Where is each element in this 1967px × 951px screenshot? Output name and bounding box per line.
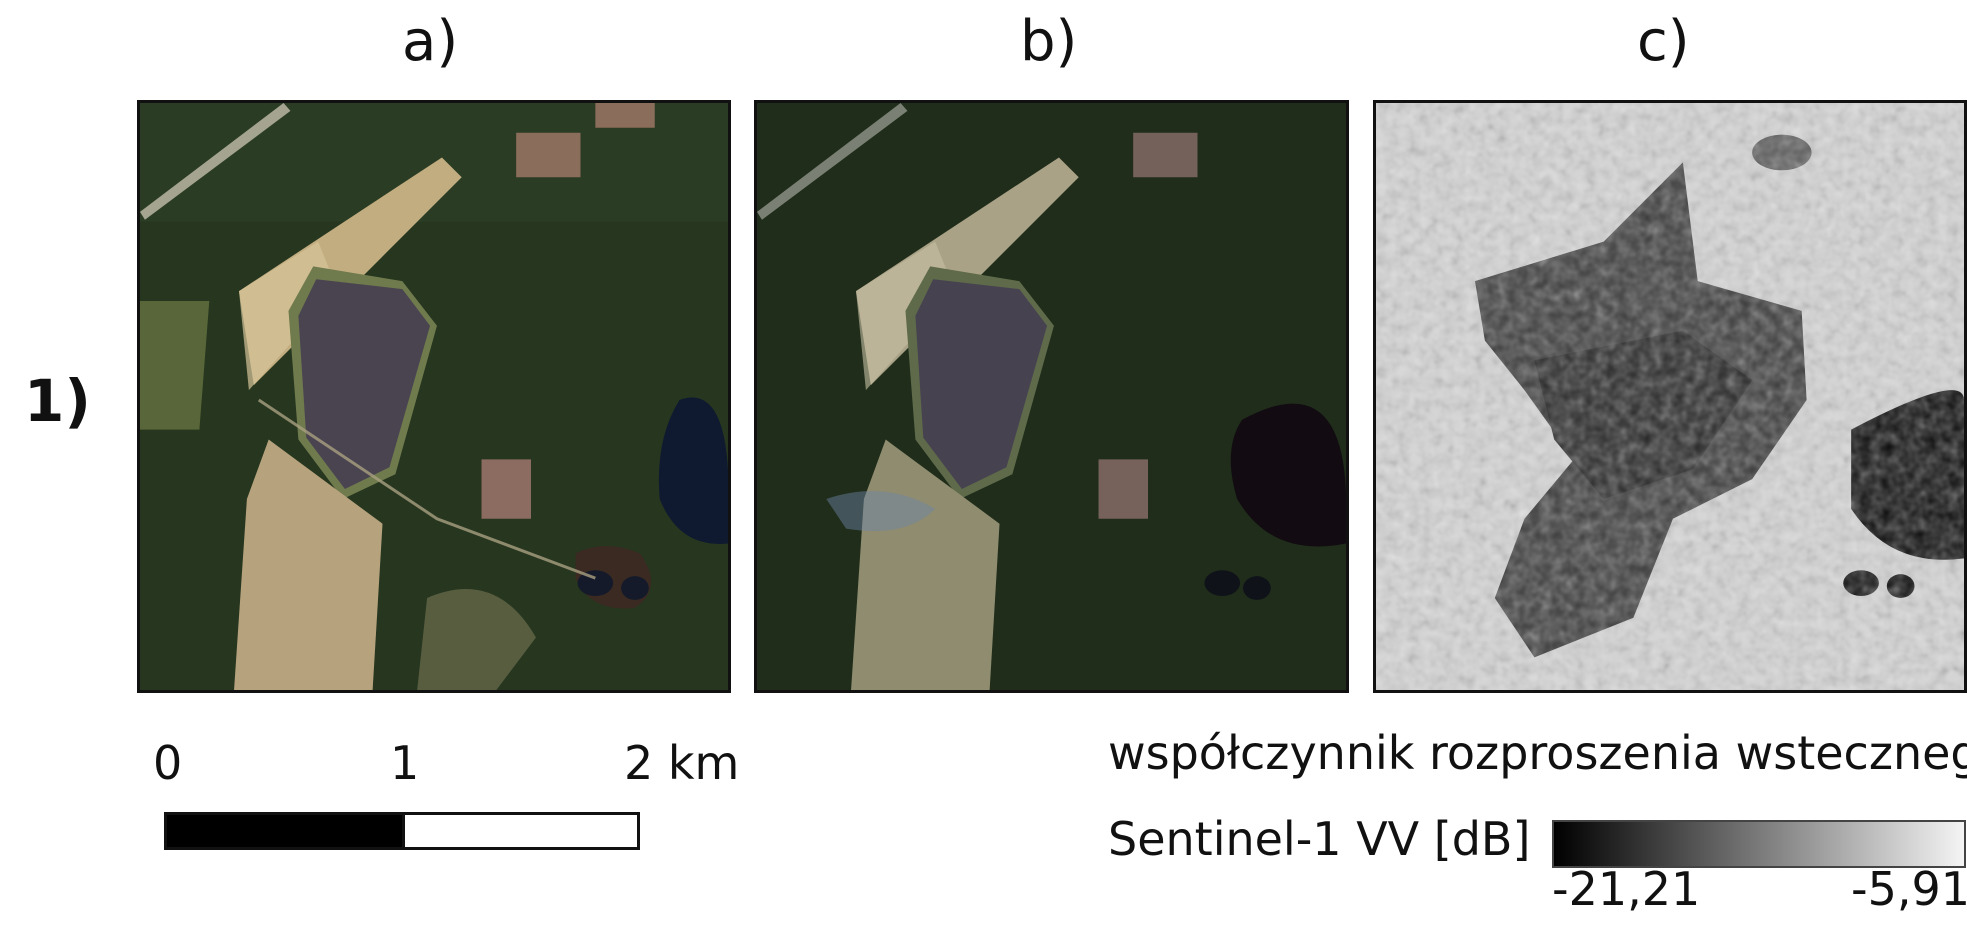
satellite-image-a [137, 100, 731, 693]
scale-bar-segment-white [401, 815, 637, 847]
satellite-map-a [140, 103, 728, 690]
panel-label-c: c) [1637, 9, 1690, 74]
panel-label-a: a) [402, 9, 459, 74]
legend-max-label: -5,91 [1851, 862, 1967, 916]
scale-tick-2: 2 km [624, 736, 740, 790]
scale-tick-1: 1 [390, 736, 420, 790]
panel-label-b: b) [1020, 9, 1078, 74]
satellite-image-b [754, 100, 1349, 693]
satellite-map-b [757, 103, 1346, 690]
sar-map-c [1376, 103, 1964, 690]
legend-min-label: -21,21 [1552, 862, 1701, 916]
scale-tick-0: 0 [153, 736, 183, 790]
legend-color-ramp [1552, 820, 1966, 868]
row-label: 1) [24, 367, 91, 435]
scale-bar [164, 812, 640, 850]
legend-title-line2: Sentinel-1 VV [dB] [1108, 812, 1531, 866]
sar-image-c [1373, 100, 1967, 693]
legend-title-line1: współczynnik rozproszenia wstecznego [1108, 726, 1967, 780]
scale-bar-segment-black [167, 815, 402, 847]
